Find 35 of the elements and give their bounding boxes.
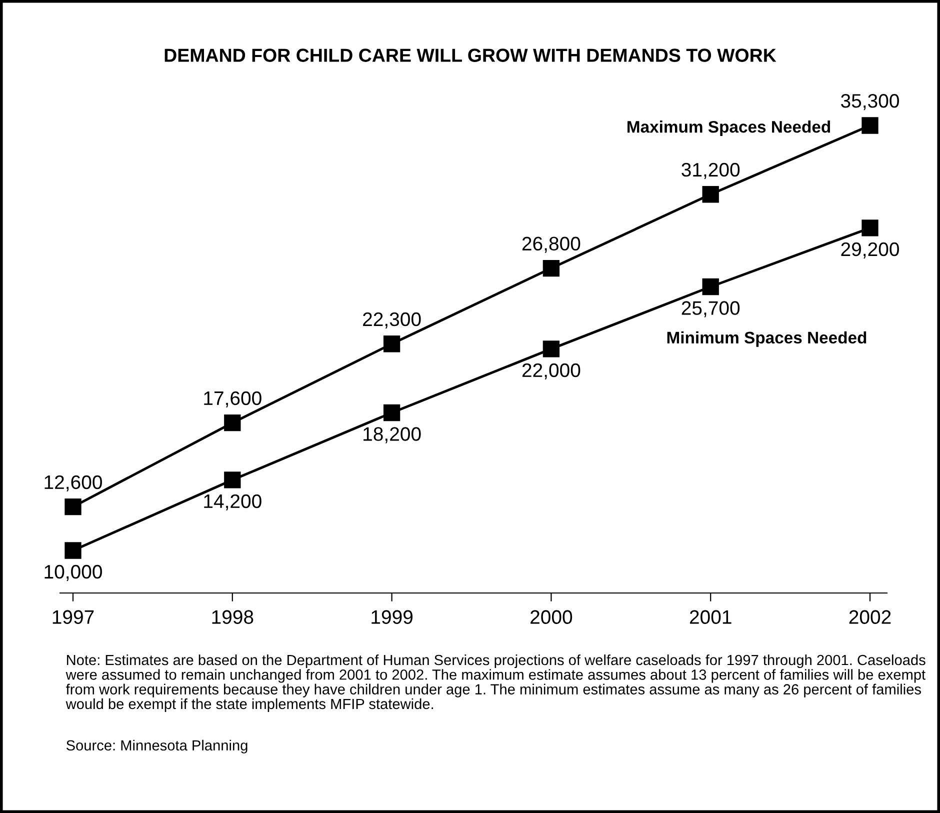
x-tick-label: 2000 [530,610,572,624]
data-label: 22,000 [522,363,580,380]
series-label: Minimum Spaces Needed [667,331,866,347]
point [862,220,878,236]
data-label: 17,600 [204,391,262,408]
data-label: 35,300 [841,94,899,110]
point [542,260,560,277]
point [64,498,82,516]
point [702,278,719,296]
data-label: 22,300 [363,312,421,328]
point [383,404,400,422]
point [383,336,400,352]
text: Note: Estimates are based on the Department of Human Services projections of welfare caseloads for 1997 through 2001. Caseloads were assumed to remain unchanged from 2001 to 2002. The maximum estimate assumes about 13 percent of families will be exempt from work requirements because they have children under age 1. The minimum estimates assume as many as 26 percent of families would be exempt if the state implements MFIP statewide. [66,654,926,712]
point [64,542,82,559]
data-label: 10,000 [44,564,102,581]
data-label: 18,200 [364,427,421,444]
x-tick-label: 2002 [849,610,891,624]
data-label: 14,200 [204,494,262,510]
chart-title: DEMAND FOR CHILD CARE WILL GROW WITH DEMANDS TO WORK [164,48,776,62]
series-label: Maximum Spaces Needed [628,120,830,136]
point [862,117,878,134]
x-tick-label: 1998 [212,610,254,624]
x-tick-label: 2001 [690,610,732,624]
x-tick-label: 1999 [372,610,413,624]
source-note: Source: Minnesota Planning [66,740,248,754]
data-label: 26,800 [522,236,580,253]
data-label: 31,200 [682,162,740,179]
point [702,186,719,203]
x-tick-label: 1997 [52,610,94,624]
point [224,472,241,488]
data-label: 12,600 [44,475,102,492]
point [542,340,560,358]
point [224,414,241,432]
data-label: 25,700 [682,301,740,318]
data-label: 29,200 [841,242,899,258]
